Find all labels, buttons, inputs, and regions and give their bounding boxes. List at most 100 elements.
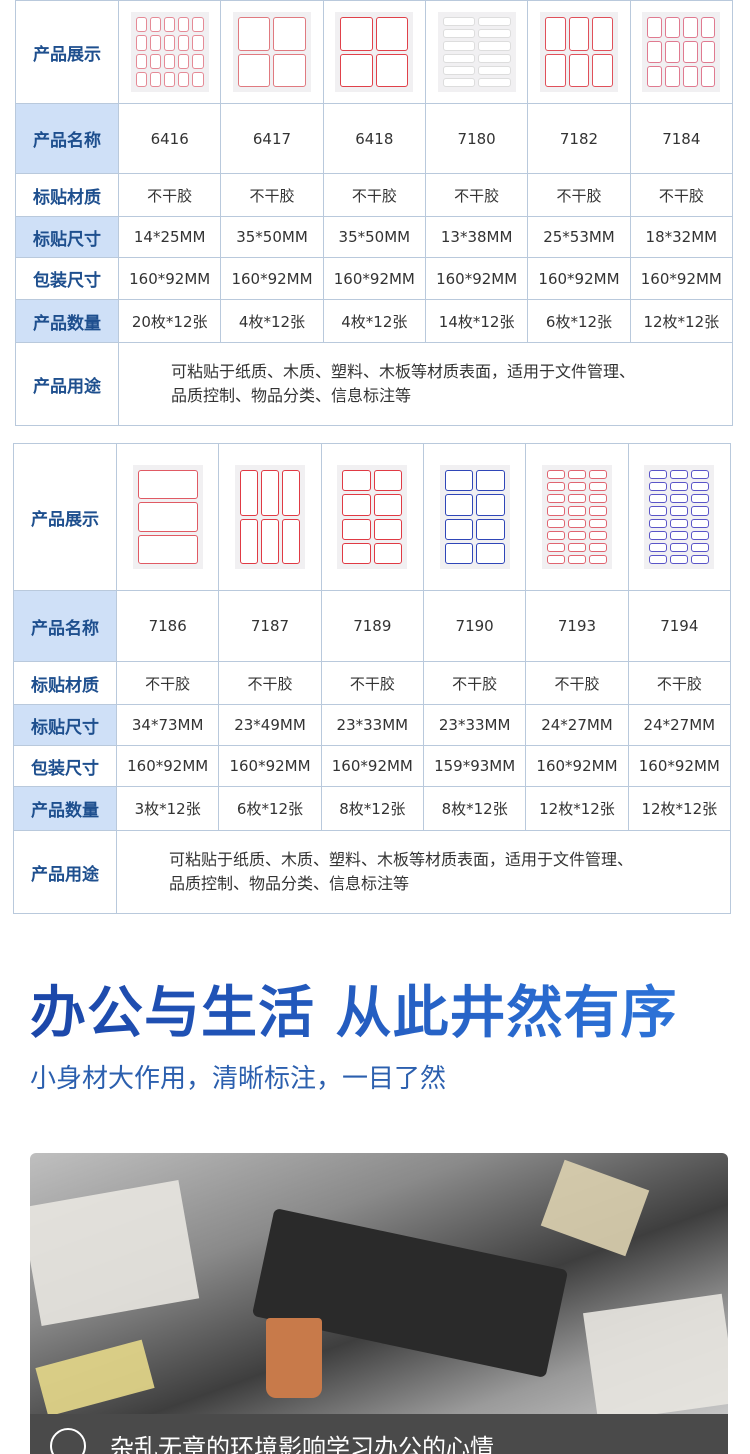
- sticker-sheet-image: [335, 12, 414, 92]
- cell-name: 7194: [627, 590, 732, 662]
- cell-qty: 8枚*12张: [422, 786, 527, 831]
- usage-cell: 可粘贴于纸质、木质、塑料、木板等材质表面，适用于文件管理、 品质控制、物品分类、信…: [116, 830, 731, 914]
- cell-name: 7180: [424, 103, 529, 174]
- sticker-sheet-image: [232, 12, 311, 92]
- row-material: 标贴材质 不干胶 不干胶 不干胶 不干胶 不干胶 不干胶: [13, 661, 732, 705]
- cell-pack: 160*92MM: [117, 257, 222, 300]
- row-pack: 包装尺寸 160*92MM 160*92MM 160*92MM 160*92MM 160*…: [15, 257, 734, 300]
- sticker-sheet-image: [439, 465, 510, 569]
- cell-name: 6418: [322, 103, 426, 174]
- label-pack: 包装尺寸: [15, 257, 119, 300]
- product-thumbnail: [525, 443, 629, 591]
- product-thumbnail: [627, 443, 732, 591]
- product-thumbnail: [422, 443, 527, 591]
- usage-line: 可粘贴于纸质、木质、塑料、木板等材质表面，适用于文件管理、: [169, 850, 634, 869]
- product-thumbnail: [424, 0, 529, 104]
- usage-line: 可粘贴于纸质、木质、塑料、木板等材质表面，适用于文件管理、: [171, 362, 636, 381]
- spec-table-2: 产品展示 产品名称 7186 7187 7189 7190 7193 7194 标贴材质 不干胶不…: [13, 443, 732, 914]
- cell-material: 不干胶: [320, 661, 424, 705]
- cell-qty: 20枚*12张: [117, 299, 222, 343]
- row-size: 标贴尺寸 14*25MM 35*50MM 35*50MM 13*38MM 25*53MM 1…: [15, 216, 734, 258]
- sticker-sheet-image: [234, 465, 305, 569]
- sticker-sheet-image: [130, 12, 209, 92]
- label-usage: 产品用途: [15, 342, 119, 426]
- cell-name: 7182: [527, 103, 631, 174]
- cell-qty: 12枚*12张: [629, 299, 734, 343]
- cell-name: 6417: [220, 103, 324, 174]
- headline: 办公与生活 从此井然有序: [30, 968, 678, 1049]
- row-pack: 包装尺寸 160*92MM 160*92MM 160*92MM 159*93MM 160*…: [13, 745, 732, 787]
- cell-pack: 160*92MM: [527, 257, 631, 300]
- row-usage: 产品用途 可粘贴于纸质、木质、塑料、木板等材质表面，适用于文件管理、 品质控制、物品…: [13, 830, 731, 914]
- label-usage: 产品用途: [13, 830, 117, 914]
- cell-size: 18*32MM: [629, 216, 734, 258]
- row-qty: 产品数量 3枚*12张 6枚*12张 8枚*12张 8枚*12张 12枚*12张 12枚*1…: [13, 786, 732, 831]
- label-size: 标贴尺寸: [13, 704, 117, 746]
- row-material: 标贴材质 不干胶 不干胶 不干胶 不干胶 不干胶 不干胶: [15, 173, 734, 217]
- row-name: 产品名称 6416 6417 6418 7180 7182 7184: [15, 103, 734, 174]
- product-thumbnail: [320, 443, 424, 591]
- cell-size: 13*38MM: [424, 216, 529, 258]
- product-thumbnail: [115, 443, 220, 591]
- cell-size: 35*50MM: [220, 216, 324, 258]
- cell-pack: 160*92MM: [627, 745, 732, 787]
- product-thumbnail: [629, 0, 734, 104]
- cell-name: 7184: [629, 103, 734, 174]
- row-size: 标贴尺寸 34*73MM 23*49MM 23*33MM 23*33MM 24*27MM 2…: [13, 704, 732, 746]
- cell-size: 14*25MM: [117, 216, 222, 258]
- sticker-sheet-image: [541, 465, 612, 569]
- cell-qty: 6枚*12张: [527, 299, 631, 343]
- cell-material: 不干胶: [424, 173, 529, 217]
- photo-caption-text: 杂乱无章的环境影响学习办公的心情: [110, 1434, 494, 1454]
- product-thumbnail: [220, 0, 324, 104]
- cell-size: 23*33MM: [422, 704, 527, 746]
- cell-size: 35*50MM: [322, 216, 426, 258]
- label-name: 产品名称: [13, 590, 117, 662]
- cell-pack: 159*93MM: [422, 745, 527, 787]
- cell-size: 25*53MM: [527, 216, 631, 258]
- sticker-sheet-image: [132, 465, 203, 569]
- cell-pack: 160*92MM: [629, 257, 734, 300]
- cell-pack: 160*92MM: [218, 745, 322, 787]
- cell-pack: 160*92MM: [525, 745, 629, 787]
- row-display: 产品展示: [15, 0, 734, 104]
- label-display: 产品展示: [15, 0, 119, 104]
- cell-qty: 6枚*12张: [218, 786, 322, 831]
- sticker-sheet-image: [539, 12, 618, 92]
- label-display: 产品展示: [13, 443, 117, 591]
- cell-material: 不干胶: [422, 661, 527, 705]
- sticker-sheet-image: [437, 12, 516, 92]
- cell-material: 不干胶: [218, 661, 322, 705]
- usage-cell: 可粘贴于纸质、木质、塑料、木板等材质表面，适用于文件管理、 品质控制、物品分类、信…: [118, 342, 733, 426]
- cell-name: 7190: [422, 590, 527, 662]
- row-name: 产品名称 7186 7187 7189 7190 7193 7194: [13, 590, 732, 662]
- label-material: 标贴材质: [13, 661, 117, 705]
- cell-qty: 4枚*12张: [220, 299, 324, 343]
- cell-qty: 4枚*12张: [322, 299, 426, 343]
- cell-material: 不干胶: [525, 661, 629, 705]
- label-name: 产品名称: [15, 103, 119, 174]
- cell-pack: 160*92MM: [424, 257, 529, 300]
- label-size: 标贴尺寸: [15, 216, 119, 258]
- sticker-sheet-image: [642, 12, 721, 92]
- cell-qty: 14枚*12张: [424, 299, 529, 343]
- row-usage: 产品用途 可粘贴于纸质、木质、塑料、木板等材质表面，适用于文件管理、 品质控制、物品…: [15, 342, 733, 426]
- cell-pack: 160*92MM: [322, 257, 426, 300]
- sticker-sheet-image: [337, 465, 408, 569]
- product-thumbnail: [527, 0, 631, 104]
- cell-name: 7187: [218, 590, 322, 662]
- sticker-sheet-image: [644, 465, 715, 569]
- usage-line: 品质控制、物品分类、信息标注等: [169, 874, 410, 893]
- product-thumbnail: [218, 443, 322, 591]
- photo-caption: 杂乱无章的环境影响学习办公的心情: [30, 1414, 728, 1454]
- cell-name: 7193: [525, 590, 629, 662]
- cell-qty: 12枚*12张: [627, 786, 732, 831]
- cell-size: 24*27MM: [525, 704, 629, 746]
- cell-name: 7186: [115, 590, 220, 662]
- cell-size: 23*49MM: [218, 704, 322, 746]
- row-display: 产品展示: [13, 443, 732, 591]
- cell-material: 不干胶: [117, 173, 222, 217]
- cell-name: 7189: [320, 590, 424, 662]
- cell-material: 不干胶: [115, 661, 220, 705]
- label-qty: 产品数量: [15, 299, 119, 343]
